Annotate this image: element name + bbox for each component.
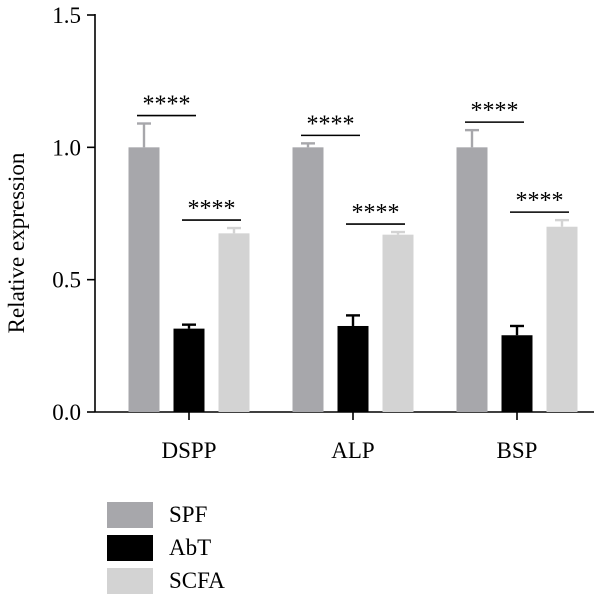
legend-swatch [107,535,153,561]
y-tick-label: 0.5 [52,268,81,293]
legend-swatch [107,502,153,528]
legend-label: AbT [169,535,212,560]
x-tick-label: DSPP [162,438,217,463]
bars [128,122,578,413]
significance-label: **** [188,196,236,222]
significance-label: **** [307,111,355,137]
significance-label: **** [471,98,519,124]
significance-markers: **** **** **** **** **** **** [137,92,569,226]
y-tick-label: 0.0 [52,400,81,425]
y-tick-label: 1.0 [52,135,81,160]
bar-abt [173,328,205,412]
bar-spf [128,147,160,413]
bar-scfa [382,234,414,412]
legend-label: SPF [169,502,208,527]
bar-abt [337,325,369,412]
y-axis-label: Relative expression [4,152,29,333]
axes: 0.0 0.5 1.0 1.5 DSPP ALP BSP [52,3,594,463]
bar-scfa [546,226,578,412]
x-tick-label: BSP [497,438,538,463]
bar-scfa [218,233,250,412]
significance-label: **** [352,200,400,226]
legend-label: SCFA [169,568,225,593]
legend-swatch [107,568,153,594]
bar-spf [292,147,324,413]
significance-label: **** [516,188,564,214]
significance-label: **** [143,92,191,118]
bar-spf [456,147,488,413]
y-tick-label: 1.5 [52,3,81,28]
bar-abt [501,335,533,412]
x-tick-label: ALP [331,438,374,463]
